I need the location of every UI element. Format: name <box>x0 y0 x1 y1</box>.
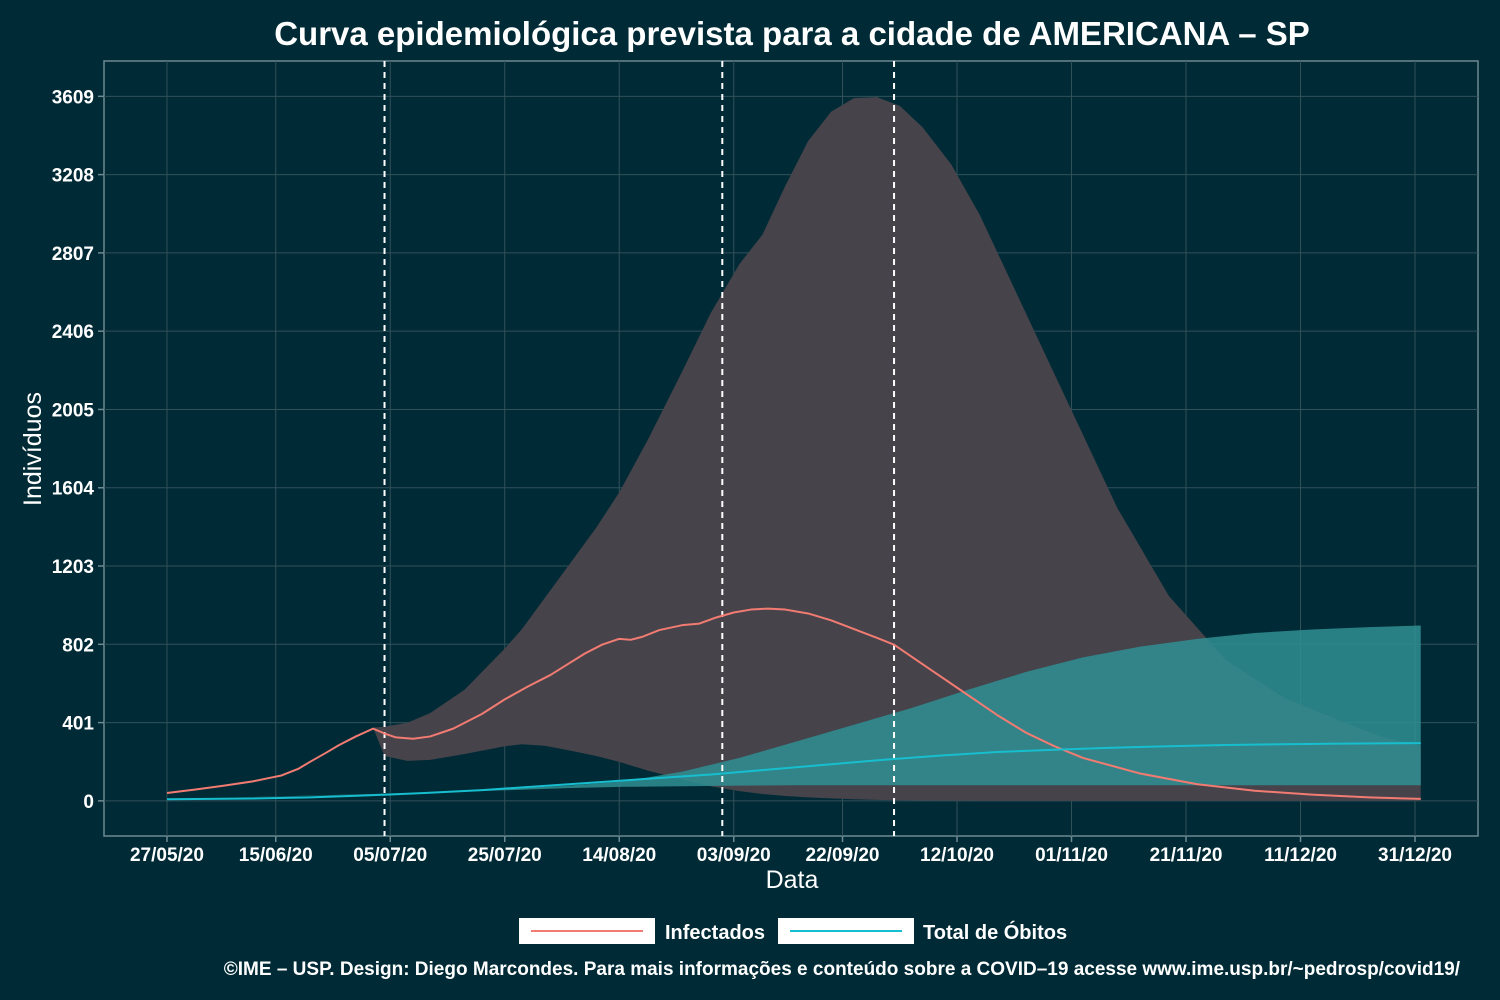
y-tick-label-0: 0 <box>83 792 94 813</box>
y-tick-label-3: 1203 <box>52 557 94 578</box>
band-obitos <box>166 625 1421 800</box>
y-axis-ticks: 0 401 802 1203 1604 2005 2406 2807 3208 3609 <box>52 87 104 813</box>
chart-title: Curva epidemiológica prevista para a cid… <box>274 15 1310 52</box>
x-tick-label-3: 25/07/20 <box>468 845 542 866</box>
y-tick-label-1: 401 <box>62 714 94 735</box>
y-tick-label-6: 2406 <box>52 322 94 343</box>
x-axis-ticks: 27/05/20 15/06/20 05/07/20 25/07/20 14/08/20… <box>130 836 1452 866</box>
y-tick-label-7: 2807 <box>52 244 94 265</box>
x-tick-label-2: 05/07/20 <box>353 845 427 866</box>
x-tick-label-1: 15/06/20 <box>239 845 313 866</box>
x-axis-title: Data <box>766 866 819 894</box>
caption-credits: ©IME – USP. Design: Diego Marcondes. Par… <box>224 959 1461 980</box>
y-tick-label-4: 1604 <box>52 479 95 500</box>
legend-label-infectados: Infectados <box>665 922 765 944</box>
vertical-date-markers <box>383 61 896 836</box>
x-tick-label-9: 21/11/20 <box>1150 845 1223 866</box>
x-tick-label-10: 11/12/20 <box>1264 845 1337 866</box>
series-line-obitos <box>166 742 1421 801</box>
x-tick-label-11: 31/12/20 <box>1378 845 1452 866</box>
legend-label-obitos: Total de Óbitos <box>923 920 1067 944</box>
confidence-bands <box>166 97 1421 801</box>
x-tick-label-8: 01/11/20 <box>1035 845 1108 866</box>
x-tick-label-5: 03/09/20 <box>697 845 771 866</box>
x-tick-label-0: 27/05/20 <box>130 845 204 866</box>
x-tick-label-4: 14/08/20 <box>582 845 656 866</box>
series-line-infectados <box>166 607 1421 800</box>
plot-frame <box>103 60 1479 837</box>
y-tick-label-8: 3208 <box>52 166 94 187</box>
y-tick-label-9: 3609 <box>52 87 94 108</box>
y-tick-label-2: 802 <box>62 635 94 656</box>
x-tick-label-7: 12/10/20 <box>920 845 994 866</box>
band-infectados <box>166 97 1421 801</box>
series-lines <box>166 607 1421 801</box>
y-tick-label-5: 2005 <box>52 400 95 421</box>
y-axis-title: Indivíduos <box>19 392 47 506</box>
x-tick-label-6: 22/09/20 <box>806 845 880 866</box>
legend: Infectados Total de Óbitos <box>519 918 1067 944</box>
